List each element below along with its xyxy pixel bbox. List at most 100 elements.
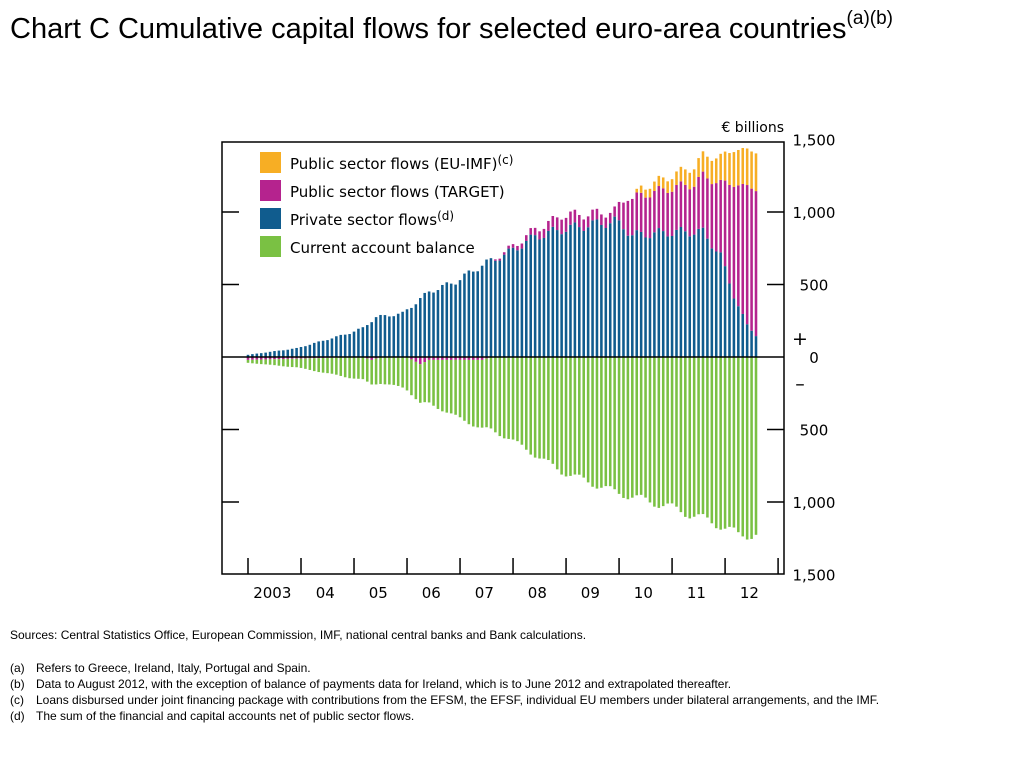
y-tick-label: 1,500 xyxy=(793,132,836,150)
bar-current-account xyxy=(542,357,546,459)
bar-private xyxy=(458,280,462,357)
bar-public-target xyxy=(264,357,267,360)
bar-current-account xyxy=(357,357,360,379)
bar-private xyxy=(273,351,276,357)
bar-current-account xyxy=(463,359,466,421)
bar-private xyxy=(410,307,413,357)
x-tick-label: 07 xyxy=(475,584,494,602)
bar-public-eu-imf xyxy=(635,188,639,193)
bar-current-account xyxy=(379,357,382,384)
bar-current-account xyxy=(525,357,528,450)
bar-current-account xyxy=(692,357,696,517)
bar-private xyxy=(427,291,431,357)
bar-current-account xyxy=(441,359,444,412)
bar-public-target xyxy=(449,357,453,360)
bar-public-target xyxy=(675,185,678,230)
bar-private xyxy=(259,353,263,357)
bar-public-eu-imf xyxy=(701,151,705,172)
bar-public-target xyxy=(586,216,590,228)
bar-public-target xyxy=(613,206,616,217)
bar-public-target xyxy=(427,357,431,360)
bar-private xyxy=(379,314,382,357)
bar-current-account xyxy=(516,357,519,442)
footnote-label: (c) xyxy=(10,693,24,707)
bar-current-account xyxy=(286,358,290,367)
legend-swatch-public-target xyxy=(260,180,281,201)
bar-public-target xyxy=(714,183,718,252)
bar-public-target xyxy=(498,258,502,261)
bar-public-target xyxy=(679,181,683,227)
bar-public-target xyxy=(591,209,594,221)
bar-private xyxy=(723,266,727,357)
bar-current-account xyxy=(626,357,630,500)
bar-current-account xyxy=(520,357,524,445)
bar-current-account xyxy=(480,359,484,428)
bar-current-account xyxy=(392,357,396,385)
bar-private xyxy=(449,283,453,357)
bar-current-account xyxy=(458,359,462,418)
bar-private xyxy=(547,230,550,357)
bar-current-account xyxy=(348,357,351,379)
bar-private xyxy=(255,353,259,357)
bar-public-eu-imf xyxy=(732,152,736,187)
bar-public-target xyxy=(246,357,250,360)
y-tick-label: 500 xyxy=(800,422,829,440)
bar-public-target xyxy=(268,357,272,360)
bar-public-target xyxy=(273,357,276,360)
legend: Public sector flows (EU-IMF)(c) Public se… xyxy=(260,152,513,257)
bar-private xyxy=(445,282,449,357)
bar-private xyxy=(613,216,616,357)
bar-current-account xyxy=(427,359,431,403)
bar-public-eu-imf xyxy=(666,181,669,193)
bar-private xyxy=(701,227,705,357)
bar-public-target xyxy=(688,189,692,237)
bar-public-target xyxy=(706,178,709,239)
bar-current-account xyxy=(259,359,263,365)
bar-public-target xyxy=(516,245,519,251)
bar-current-account xyxy=(600,357,603,488)
bar-public-target xyxy=(560,219,563,235)
bar-private xyxy=(679,227,683,357)
bar-current-account xyxy=(507,357,510,439)
bar-current-account xyxy=(419,364,422,403)
bar-current-account xyxy=(317,358,320,373)
bar-public-target xyxy=(432,357,435,360)
bar-current-account xyxy=(750,357,753,539)
sources-note: Sources: Central Statistics Office, Euro… xyxy=(10,628,587,642)
bar-public-eu-imf xyxy=(684,169,687,185)
bar-current-account xyxy=(591,357,594,487)
bar-public-target xyxy=(582,219,585,231)
footnote: (b) Data to August 2012, with the excepti… xyxy=(10,676,1010,692)
bar-current-account xyxy=(710,357,714,524)
bar-private xyxy=(463,273,466,357)
bar-public-eu-imf xyxy=(754,153,758,192)
bar-public-target xyxy=(573,209,577,223)
x-tick-label: 08 xyxy=(528,584,547,602)
bar-public-target xyxy=(622,202,625,230)
footnote-label: (d) xyxy=(10,709,25,723)
bar-public-target xyxy=(441,357,444,360)
bar-current-account xyxy=(631,357,634,498)
footnote: (c) Loans disbursed under joint financing… xyxy=(10,692,1010,708)
bar-public-target xyxy=(277,357,281,360)
bar-private xyxy=(688,236,692,357)
bar-current-account xyxy=(635,357,639,496)
bar-private xyxy=(396,313,400,357)
bar-private xyxy=(299,346,303,357)
footnote: (d) The sum of the financial and capital … xyxy=(10,708,1010,724)
chart: 1,500 1,000 500 0 500 1,000 1,500 € billions +… xyxy=(221,120,836,602)
unit-label: € billions xyxy=(721,120,784,136)
bar-private xyxy=(591,220,594,357)
bar-private xyxy=(595,219,599,357)
bar-private xyxy=(264,352,267,357)
bar-public-target xyxy=(436,357,440,360)
bar-private xyxy=(692,234,696,357)
y-tick-label: 1,000 xyxy=(793,494,836,512)
bar-current-account xyxy=(670,357,674,504)
bar-private xyxy=(750,330,753,357)
legend-label: Current account balance xyxy=(290,239,475,257)
bar-current-account xyxy=(472,359,475,427)
sign-minus: – xyxy=(795,373,805,395)
bar-public-target xyxy=(476,357,479,360)
y-tick-label: 1,000 xyxy=(793,204,836,222)
